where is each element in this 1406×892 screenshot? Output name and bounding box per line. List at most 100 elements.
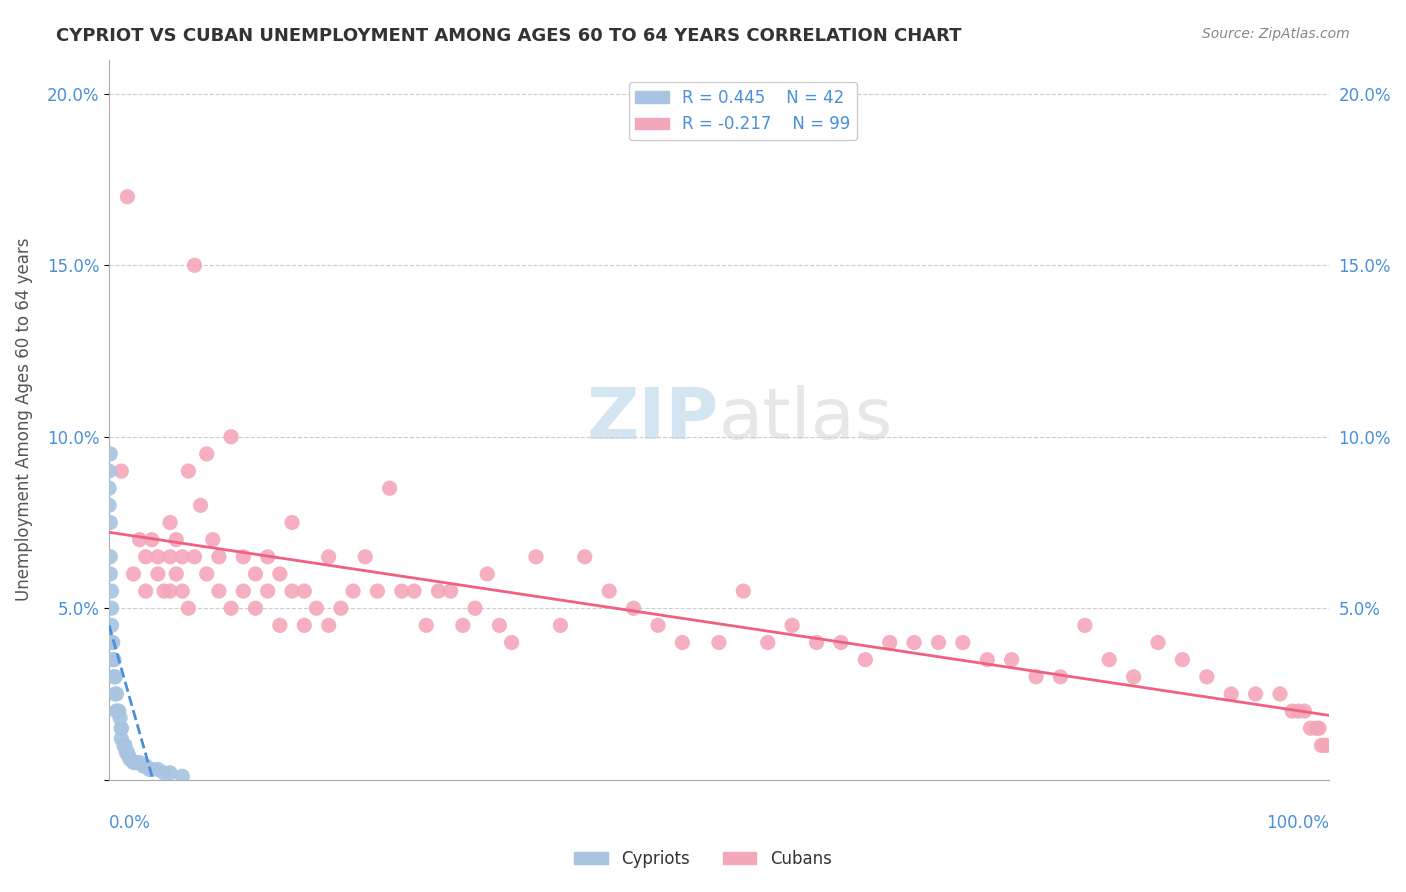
Point (1001, 653, 1024, 667)
Point (128, 533, 150, 547)
Point (103, 653, 125, 667)
Y-axis label: Unemployment Among Ages 60 to 64 years: Unemployment Among Ages 60 to 64 years (15, 238, 32, 601)
Point (172, 769, 194, 783)
Point (756, 635, 779, 649)
Point (108, 704, 131, 718)
Text: 100.0%: 100.0% (1265, 814, 1329, 832)
Point (105, 704, 128, 718)
Point (292, 584, 315, 599)
Point (318, 549, 340, 564)
Point (598, 584, 620, 599)
Point (354, 549, 377, 564)
Point (110, 721, 132, 735)
Point (208, 549, 231, 564)
Point (232, 584, 254, 599)
Point (177, 601, 200, 615)
Point (415, 618, 437, 632)
Point (115, 745, 138, 759)
Point (125, 756, 148, 770)
Point (117, 748, 139, 763)
Point (104, 687, 127, 701)
Point (153, 584, 176, 599)
Point (100, 584, 122, 599)
Point (451, 618, 474, 632)
Point (439, 584, 461, 599)
Point (183, 549, 205, 564)
Point (1281, 704, 1303, 718)
Point (305, 601, 328, 615)
Point (952, 635, 974, 649)
Point (100, 635, 122, 649)
Point (98, 516, 121, 530)
Point (98, 549, 121, 564)
Point (159, 549, 181, 564)
Point (524, 549, 547, 564)
Point (132, 759, 155, 773)
Point (177, 464, 200, 478)
Point (219, 430, 242, 444)
Point (1171, 653, 1194, 667)
Point (110, 731, 132, 746)
Point (1074, 618, 1097, 632)
Point (976, 653, 998, 667)
Point (281, 584, 304, 599)
Point (879, 635, 901, 649)
Point (98, 464, 121, 478)
Point (391, 584, 413, 599)
Point (1286, 704, 1309, 718)
Point (153, 765, 176, 780)
Legend: R = 0.445    N = 42, R = -0.217    N = 99: R = 0.445 N = 42, R = -0.217 N = 99 (628, 82, 858, 140)
Point (101, 635, 124, 649)
Point (329, 601, 352, 615)
Point (292, 618, 315, 632)
Text: CYPRIOT VS CUBAN UNEMPLOYMENT AMONG AGES 60 TO 64 YEARS CORRELATION CHART: CYPRIOT VS CUBAN UNEMPLOYMENT AMONG AGES… (56, 27, 962, 45)
Point (1299, 721, 1322, 735)
Point (256, 584, 278, 599)
Point (1315, 739, 1337, 753)
Point (903, 635, 925, 649)
Point (245, 601, 267, 615)
Point (146, 763, 169, 777)
Point (128, 756, 150, 770)
Point (623, 601, 645, 615)
Point (1310, 739, 1333, 753)
Point (853, 653, 876, 667)
Point (464, 601, 486, 615)
Point (190, 499, 212, 513)
Text: atlas: atlas (718, 385, 893, 454)
Point (1122, 670, 1144, 684)
Point (112, 739, 135, 753)
Point (141, 763, 163, 777)
Point (245, 566, 267, 581)
Point (98, 566, 121, 581)
Point (159, 516, 181, 530)
Point (281, 516, 304, 530)
Point (138, 763, 160, 777)
Point (146, 549, 169, 564)
Point (135, 584, 157, 599)
Point (98, 447, 121, 461)
Point (1147, 635, 1170, 649)
Point (159, 765, 181, 780)
Point (122, 566, 145, 581)
Point (122, 756, 145, 770)
Point (135, 549, 157, 564)
Point (105, 687, 128, 701)
Point (195, 566, 218, 581)
Point (172, 549, 194, 564)
Point (427, 584, 450, 599)
Point (1220, 687, 1243, 701)
Point (1305, 721, 1327, 735)
Point (100, 601, 122, 615)
Point (269, 618, 291, 632)
Point (114, 739, 136, 753)
Point (98, 499, 121, 513)
Point (488, 618, 510, 632)
Point (98, 481, 121, 495)
Legend: Cypriots, Cubans: Cypriots, Cubans (568, 844, 838, 875)
Text: ZIP: ZIP (586, 385, 718, 454)
Point (208, 584, 231, 599)
Point (927, 635, 949, 649)
Point (806, 635, 828, 649)
Point (195, 447, 218, 461)
